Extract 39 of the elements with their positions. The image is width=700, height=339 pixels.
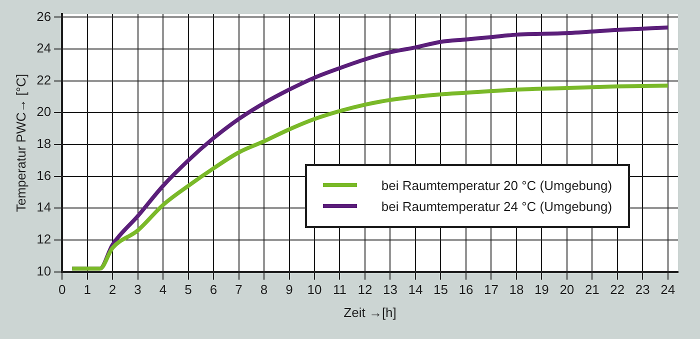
y-tick-label: 22 [36, 72, 52, 88]
x-tick-label: 1 [84, 282, 91, 298]
x-tick-label: 3 [134, 282, 142, 298]
legend-label: bei Raumtemperatur 24 °C (Umgebung) [381, 198, 612, 214]
x-tick-label: 21 [584, 282, 600, 298]
y-tick-label: 24 [36, 40, 52, 56]
x-tick-label: 22 [610, 282, 625, 298]
x-tick-label: 10 [307, 282, 322, 298]
x-tick-label: 6 [210, 282, 218, 298]
x-tick-label: 9 [286, 282, 293, 298]
x-tick-label: 7 [235, 282, 242, 298]
legend-label: bei Raumtemperatur 20 °C (Umgebung) [381, 178, 612, 193]
x-tick-label: 12 [358, 282, 372, 298]
x-tick-label: 0 [58, 282, 66, 298]
x-tick-label: 4 [159, 282, 167, 298]
x-tick-label: 17 [484, 282, 498, 298]
x-tick-label: 13 [382, 282, 398, 298]
x-tick-label: 16 [458, 282, 474, 298]
y-tick-label: 16 [36, 168, 52, 183]
y-axis-title: Temperatur PWC→ [°C] [13, 74, 28, 212]
x-tick-label: 24 [660, 282, 676, 298]
y-tick-label: 12 [36, 232, 52, 247]
x-axis-title: Zeit →[h] [344, 304, 396, 320]
x-tick-label: 2 [108, 282, 116, 298]
x-tick-label: 23 [635, 282, 650, 298]
y-tick-label: 26 [36, 8, 52, 24]
y-tick-label: 14 [36, 200, 52, 215]
x-tick-label: 15 [433, 282, 448, 298]
x-tick-label: 20 [560, 282, 574, 298]
y-tick-label: 18 [36, 136, 52, 152]
y-tick-label: 10 [36, 263, 52, 278]
x-tick-label: 8 [260, 282, 268, 298]
x-tick-label: 19 [534, 282, 549, 298]
y-tick-label: 20 [36, 104, 52, 120]
x-tick-label: 18 [509, 282, 524, 298]
x-tick-label: 5 [184, 282, 192, 298]
x-tick-label: 14 [408, 282, 423, 298]
x-tick-label: 11 [332, 282, 346, 298]
line-series [70, 84, 670, 271]
